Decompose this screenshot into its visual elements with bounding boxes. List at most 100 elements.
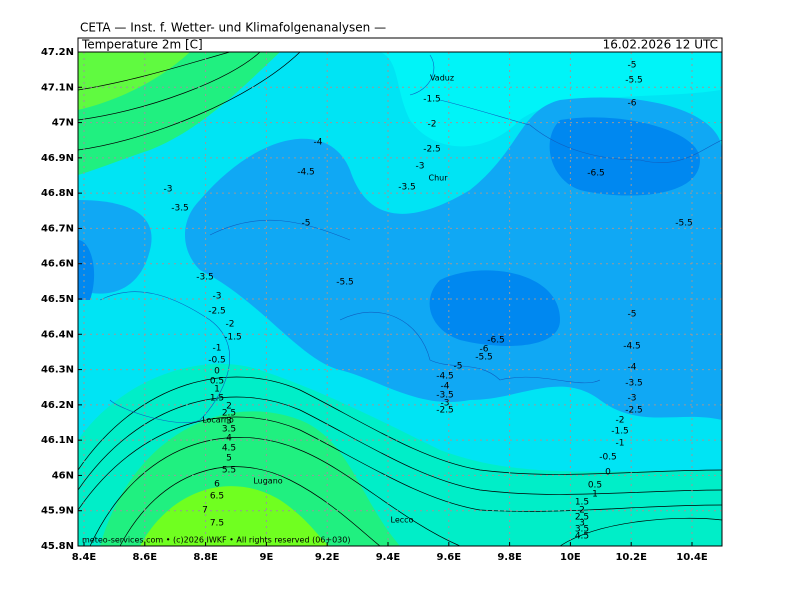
- lon-label: 9.8E: [497, 552, 522, 563]
- place-name: Lecco: [391, 516, 414, 525]
- contour-label: -1.5: [423, 95, 441, 105]
- contour-label: -4: [628, 363, 637, 373]
- field-warmest: [140, 486, 330, 546]
- contour-label: -4.5: [436, 372, 454, 382]
- lat-label: 46.5N: [41, 294, 74, 305]
- lat-label: 45.8N: [41, 541, 74, 552]
- field-warmer-north: [78, 52, 190, 110]
- field-cold-west: [78, 200, 152, 294]
- contour-label: -3.5: [171, 204, 189, 214]
- contour-label: -1: [616, 439, 625, 449]
- lat-label: 45.9N: [41, 506, 74, 517]
- contour-label: -5: [628, 61, 637, 71]
- contour-label: -2.5: [208, 307, 226, 317]
- contour-label: -0.5: [208, 356, 226, 366]
- lat-label: 47N: [52, 118, 74, 129]
- contour-label: 3: [579, 519, 585, 529]
- contour-label: -0.5: [599, 453, 617, 463]
- contour-label: 2: [579, 506, 585, 516]
- contour-label: -5.5: [675, 219, 693, 229]
- borders: [99, 54, 722, 424]
- lat-label: 46.1N: [41, 435, 74, 446]
- contour-label: 3.5: [222, 425, 236, 435]
- contour-label: 6.5: [210, 492, 224, 502]
- contour-label: 6: [214, 480, 220, 490]
- valid-time: 16.02.2026 12 UTC: [603, 38, 718, 52]
- contour-label: -3.5: [436, 391, 454, 401]
- contour-label: -5.5: [475, 353, 493, 363]
- field-colder-east: [549, 117, 700, 196]
- contour-label: -6.5: [587, 169, 605, 179]
- contour-label: -1.5: [224, 333, 242, 343]
- field-colder-south: [429, 270, 560, 346]
- contour-label: -3: [416, 162, 425, 172]
- place-name: Chur: [428, 174, 448, 183]
- lat-label: 46.4N: [41, 329, 74, 340]
- contour-label: -5: [628, 310, 637, 320]
- contour-label: 3.5: [575, 525, 589, 535]
- contour-label: -4.5: [623, 342, 641, 352]
- contour-label: -2: [616, 416, 625, 426]
- contour-label: 1.5: [210, 394, 224, 404]
- lat-label: 46N: [52, 470, 74, 481]
- map-title: CETA — Inst. f. Wetter- und Klimafolgena…: [80, 21, 386, 35]
- place-name: Vaduz: [430, 74, 454, 83]
- contour-label: -2.5: [423, 145, 441, 155]
- contour-labels: VaduzChurLocarnoLuganoLecco-5-5.5-6-1.5-…: [164, 61, 693, 542]
- lon-label: 9.4E: [376, 552, 401, 563]
- field-light: [380, 52, 720, 147]
- contour-label: 7: [202, 506, 208, 516]
- lat-label: 46.8N: [41, 188, 74, 199]
- contour-label: -3.5: [625, 379, 643, 389]
- contour-label: -3: [628, 394, 637, 404]
- lon-label: 9.2E: [315, 552, 340, 563]
- contour-label: -1.5: [611, 427, 629, 437]
- contour-label: -2: [428, 120, 437, 130]
- contour-label: 5.5: [222, 466, 236, 476]
- contour-label: 2: [226, 402, 232, 412]
- lon-label: 9E: [260, 552, 274, 563]
- contour-label: -3.5: [196, 273, 214, 283]
- contour-label: -1: [213, 344, 222, 354]
- graticule: [78, 52, 722, 546]
- contour-label: 0: [214, 367, 220, 377]
- lat-label: 46.7N: [41, 223, 74, 234]
- contour-label: -3: [164, 185, 173, 195]
- contour-label: -2.5: [625, 406, 643, 416]
- contour-label: 0: [605, 468, 611, 478]
- lat-label: 46.3N: [41, 365, 74, 376]
- contour-label: 2.5: [222, 409, 236, 419]
- lon-label: 9.6E: [437, 552, 462, 563]
- contour-label: -6.5: [487, 336, 505, 346]
- place-name: Lugano: [253, 477, 282, 486]
- lat-label: 46.6N: [41, 259, 74, 270]
- contour-label: -4.5: [297, 168, 315, 178]
- contour-label: 1.5: [575, 498, 589, 508]
- copyright: meteo-services.com • (c)2026 IWKF • All …: [82, 536, 350, 545]
- contour-label: -6: [480, 345, 489, 355]
- contour-label: -3: [213, 292, 222, 302]
- contour-label: -5: [454, 362, 463, 372]
- contour-label: -5.5: [625, 76, 643, 86]
- contour-label: -2.5: [436, 406, 454, 416]
- lon-label: 10E: [560, 552, 581, 563]
- lat-label: 47.1N: [41, 82, 74, 93]
- contour-label: 4.5: [575, 532, 589, 542]
- lon-label: 10.4E: [676, 552, 708, 563]
- contour-label: 1: [214, 385, 220, 395]
- map-field: [78, 52, 722, 546]
- contour-label: -6: [628, 99, 637, 109]
- contour-label: -2: [226, 320, 235, 330]
- lon-label: 8.4E: [72, 552, 97, 563]
- lat-label: 47.2N: [41, 47, 74, 58]
- contour-label: 2.5: [575, 513, 589, 523]
- place-name: Locarno: [202, 416, 234, 425]
- contour-label: 1: [592, 490, 598, 500]
- lat-label: 46.9N: [41, 153, 74, 164]
- contour-label: -5: [302, 219, 311, 229]
- lat-label: 46.2N: [41, 400, 74, 411]
- contour-label: 0.5: [210, 377, 224, 387]
- contour-label: 7.5: [210, 519, 224, 529]
- contour-label: 4: [226, 434, 232, 444]
